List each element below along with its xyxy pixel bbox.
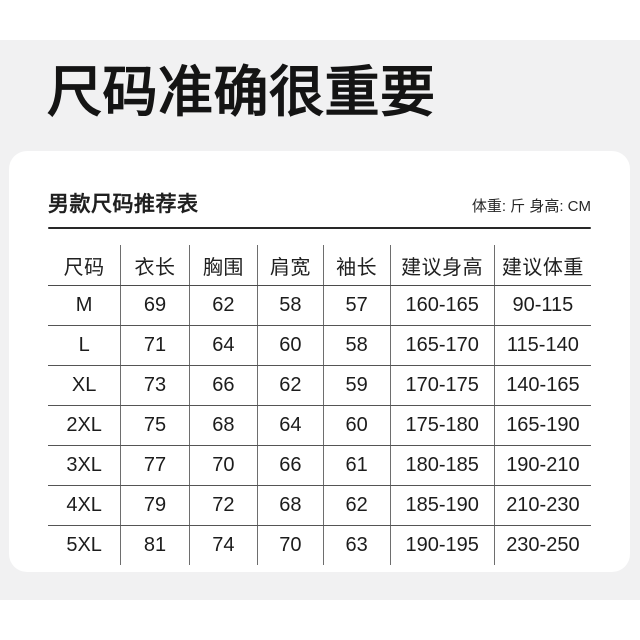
value-cell: 63 xyxy=(323,525,391,565)
value-cell: 58 xyxy=(323,325,391,366)
header-row: 尺码 衣长 胸围 肩宽 袖长 建议身高 建议体重 xyxy=(48,245,591,286)
value-cell: 79 xyxy=(120,485,190,526)
value-cell: 175-180 xyxy=(390,405,495,446)
column-header: 尺码 xyxy=(48,245,122,286)
table-row: 5XL 81 74 70 63 190-195 230-250 xyxy=(48,525,591,565)
value-cell: 140-165 xyxy=(494,365,591,406)
column-header: 胸围 xyxy=(189,245,259,286)
units-note: 体重: 斤 身高: CM xyxy=(471,198,591,215)
table-row: XL 73 66 62 59 170-175 140-165 xyxy=(48,365,591,406)
table-row: 2XL 75 68 64 60 175-180 165-190 xyxy=(48,405,591,446)
column-header: 袖长 xyxy=(323,245,391,286)
value-cell: 210-230 xyxy=(494,485,591,526)
value-cell: 64 xyxy=(257,405,324,446)
column-header: 建议身高 xyxy=(390,245,495,286)
value-cell: 90-115 xyxy=(494,285,591,326)
size-label-cell: M xyxy=(48,285,122,326)
value-cell: 185-190 xyxy=(390,485,495,526)
value-cell: 165-170 xyxy=(390,325,495,366)
value-cell: 165-190 xyxy=(494,405,591,446)
value-cell: 62 xyxy=(323,485,391,526)
value-cell: 73 xyxy=(120,365,190,406)
value-cell: 74 xyxy=(189,525,259,565)
size-table-body: M 69 62 58 57 160-165 90-115 L 71 64 60 58 165-170 11… xyxy=(48,285,591,565)
value-cell: 68 xyxy=(257,485,324,526)
value-cell: 60 xyxy=(323,405,391,446)
table-subtitle: 男款尺码推荐表 xyxy=(48,193,199,216)
value-cell: 72 xyxy=(189,485,259,526)
value-cell: 160-165 xyxy=(390,285,495,326)
value-cell: 58 xyxy=(257,285,324,326)
value-cell: 64 xyxy=(189,325,259,366)
value-cell: 60 xyxy=(257,325,324,366)
table-row: L 71 64 60 58 165-170 115-140 xyxy=(48,325,591,366)
value-cell: 170-175 xyxy=(390,365,495,406)
page-title: 尺码准确很重要 xyxy=(47,61,436,123)
size-label-cell: 2XL xyxy=(48,405,122,446)
value-cell: 61 xyxy=(323,445,391,486)
size-label-cell: XL xyxy=(48,365,122,406)
value-cell: 62 xyxy=(257,365,324,406)
value-cell: 75 xyxy=(120,405,190,446)
value-cell: 190-210 xyxy=(494,445,591,486)
value-cell: 71 xyxy=(120,325,190,366)
value-cell: 70 xyxy=(257,525,324,565)
column-header: 衣长 xyxy=(120,245,190,286)
card-header: 男款尺码推荐表 体重: 斤 身高: CM xyxy=(48,188,591,218)
size-label-cell: 4XL xyxy=(48,485,122,526)
column-header: 建议体重 xyxy=(494,245,591,286)
column-header: 肩宽 xyxy=(257,245,324,286)
value-cell: 77 xyxy=(120,445,190,486)
value-cell: 57 xyxy=(323,285,391,326)
size-table-head: 尺码 衣长 胸围 肩宽 袖长 建议身高 建议体重 xyxy=(48,245,591,286)
value-cell: 68 xyxy=(189,405,259,446)
header-divider xyxy=(48,227,591,229)
size-label-cell: 3XL xyxy=(48,445,122,486)
value-cell: 81 xyxy=(120,525,190,565)
value-cell: 115-140 xyxy=(494,325,591,366)
table-row: M 69 62 58 57 160-165 90-115 xyxy=(48,285,591,326)
value-cell: 66 xyxy=(257,445,324,486)
value-cell: 180-185 xyxy=(390,445,495,486)
value-cell: 230-250 xyxy=(506,534,580,556)
value-cell: 190-195 xyxy=(390,525,495,565)
value-cell: 70 xyxy=(189,445,259,486)
value-cell: 59 xyxy=(323,365,391,406)
size-label-cell: 5XL xyxy=(48,525,122,565)
size-table: 尺码 衣长 胸围 肩宽 袖长 建议身高 建议体重 M 69 62 58 57 160-165 90-11… xyxy=(48,245,591,565)
size-label-cell: L xyxy=(48,325,122,366)
value-cell: 62 xyxy=(189,285,259,326)
table-row: 4XL 79 72 68 62 185-190 210-230 xyxy=(48,485,591,526)
table-row: 3XL 77 70 66 61 180-185 190-210 xyxy=(48,445,591,486)
size-chart-card: 男款尺码推荐表 体重: 斤 身高: CM 尺码 衣长 胸围 肩宽 袖长 建议身高 建议体重 … xyxy=(9,151,630,572)
value-cell: 66 xyxy=(189,365,259,406)
value-cell: 69 xyxy=(120,285,190,326)
